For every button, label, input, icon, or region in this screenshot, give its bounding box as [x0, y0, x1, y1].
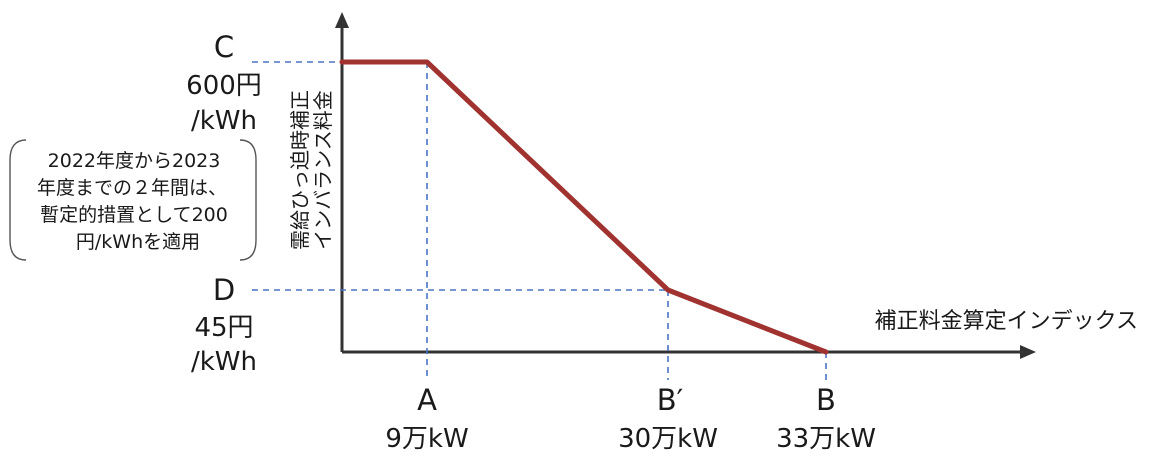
note-left-bracket: [9, 139, 27, 261]
point-d-label: D 45円 /kWh: [191, 273, 257, 377]
point-bprime-value: 30万kW: [618, 424, 718, 454]
point-c-letter: C: [214, 30, 234, 64]
point-d-value: 45円: [194, 313, 253, 343]
x-axis-label: 補正料金算定インデックス: [875, 309, 1138, 334]
y-axis-label-line-2: インバランス料金: [311, 90, 335, 250]
point-b-label: B 33万kW: [776, 383, 876, 454]
point-d-unit: /kWh: [191, 347, 257, 377]
note-right-bracket: [239, 139, 257, 261]
point-a-label: A 9万kW: [385, 383, 468, 454]
y-axis-label-line-1: 需給ひっ迫時補正: [288, 90, 312, 250]
point-c-unit: /kWh: [191, 106, 257, 136]
point-bprime-label: B′ 30万kW: [618, 383, 718, 454]
interim-note: 2022年度から2023 年度までの２年間は、 暫定的措置として200 円/kW…: [9, 139, 257, 261]
price-curve: [339, 59, 829, 355]
note-line-1: 2022年度から2023: [48, 150, 221, 172]
point-d-letter: D: [213, 273, 235, 307]
point-a-letter: A: [417, 383, 437, 417]
point-a-value: 9万kW: [385, 424, 468, 454]
y-axis-arrow-icon: [335, 12, 349, 28]
note-line-4: 円/kWhを適用: [76, 231, 200, 253]
axes: [335, 12, 1036, 359]
point-c-label: C 600円 /kWh: [186, 30, 262, 136]
note-line-2: 年度までの２年間は、: [37, 177, 227, 199]
x-axis-arrow-icon: [1020, 345, 1036, 359]
guide-lines: [252, 61, 827, 380]
point-b-value: 33万kW: [776, 424, 876, 454]
point-b-letter: B: [816, 383, 836, 417]
point-bprime-letter: B′: [657, 383, 683, 417]
note-line-3: 暫定的措置として200: [40, 204, 228, 226]
point-c-value: 600円: [186, 71, 262, 101]
y-axis-label: 需給ひっ迫時補正 インバランス料金: [288, 90, 335, 250]
